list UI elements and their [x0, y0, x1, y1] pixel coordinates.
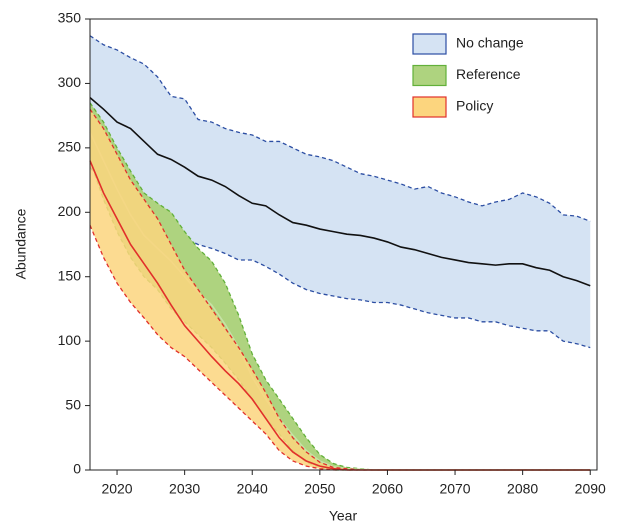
- mean-line: [89, 96, 591, 287]
- x-tick-label: 2020: [101, 481, 132, 497]
- band-area: [90, 35, 591, 348]
- x-axis-label: Year: [329, 508, 358, 524]
- y-tick-label: 200: [58, 203, 82, 219]
- x-tick-label: 2060: [372, 481, 403, 497]
- x-tick-label: 2090: [575, 481, 606, 497]
- legend-label: Policy: [456, 98, 493, 114]
- y-tick-label: 150: [58, 267, 82, 283]
- y-tick-label: 0: [73, 461, 81, 477]
- legend-label: Reference: [456, 66, 521, 82]
- legend-swatch: [412, 96, 447, 118]
- band-area: [90, 109, 591, 470]
- x-tick-label: 2070: [439, 481, 470, 497]
- x-tick-label: 2040: [237, 481, 268, 497]
- y-tick-label: 50: [65, 396, 81, 412]
- y-tick-label: 250: [58, 139, 82, 155]
- band-bound: [89, 35, 591, 222]
- legend-swatch: [412, 33, 447, 55]
- legend-label: No change: [456, 35, 524, 51]
- plot-frame: [89, 18, 598, 471]
- x-tick-label: 2030: [169, 481, 200, 497]
- y-axis-label: Abundance: [13, 208, 29, 279]
- y-tick-label: 300: [58, 74, 82, 90]
- legend-swatch: [412, 64, 447, 87]
- x-tick-label: 2050: [304, 481, 335, 497]
- y-tick-label: 100: [58, 332, 82, 348]
- band-bound: [89, 102, 591, 471]
- y-tick-label: 350: [58, 10, 82, 26]
- x-tick-label: 2080: [507, 481, 538, 497]
